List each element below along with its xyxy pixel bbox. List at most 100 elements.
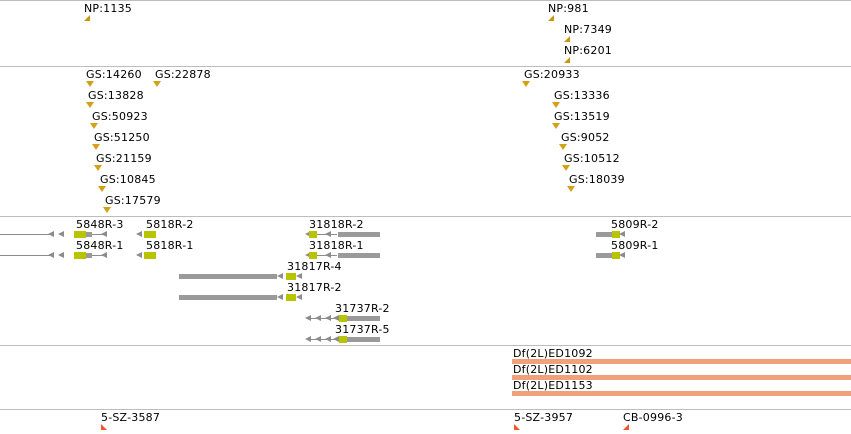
direction-arrow-icon [333,315,339,321]
insertion-marker[interactable] [514,424,520,430]
amplicon-exon[interactable] [339,336,347,343]
insertion-marker[interactable] [101,424,107,430]
deficiency-bar[interactable] [512,359,851,364]
deficiency-label[interactable]: Df(2L)ED1102 [513,363,593,376]
gene-exon[interactable] [179,295,277,300]
direction-arrow-icon [277,294,283,300]
amplicon-exon[interactable] [612,252,620,259]
gene-exon[interactable] [347,337,380,342]
insertion-label[interactable]: 5-SZ-3957 [514,411,574,424]
gs-label[interactable]: GS:9052 [561,131,610,144]
amplicon-exon[interactable] [286,294,296,301]
np-marker[interactable] [548,15,554,21]
direction-arrow-icon [305,336,311,342]
gs-marker[interactable] [567,186,575,192]
rnai-label[interactable]: 5809R-2 [611,218,659,231]
gs-label[interactable]: GS:14260 [86,68,142,81]
rnai-label[interactable]: 5809R-1 [611,239,659,252]
rnai-label[interactable]: 31817R-2 [287,281,342,294]
deficiency-bar[interactable] [512,391,851,396]
rnai-label[interactable]: 5818R-2 [146,218,194,231]
gene-exon[interactable] [338,232,380,237]
direction-arrow-icon [305,315,311,321]
gs-label[interactable]: GS:50923 [92,110,148,123]
rnai-label[interactable]: 31737R-2 [335,302,390,315]
gs-label[interactable]: GS:13828 [88,89,144,102]
direction-arrow-icon [325,252,331,258]
track-divider-3 [0,345,851,346]
direction-arrow-icon [58,231,64,237]
deficiency-label[interactable]: Df(2L)ED1153 [513,379,593,392]
direction-arrow-icon [305,231,311,237]
gene-exon[interactable] [596,232,612,237]
gs-marker[interactable] [153,81,161,87]
deficiency-label[interactable]: Df(2L)ED1092 [513,347,593,360]
np-label[interactable]: NP:981 [548,2,589,15]
amplicon-exon[interactable] [309,231,317,238]
np-marker[interactable] [564,36,570,42]
gs-marker[interactable] [86,102,94,108]
np-marker[interactable] [84,15,90,21]
gs-marker[interactable] [92,144,100,150]
direction-arrow-icon [136,231,142,237]
gs-label[interactable]: GS:17579 [105,194,161,207]
gs-marker[interactable] [552,123,560,129]
amplicon-exon[interactable] [144,252,156,259]
amplicon-exon[interactable] [144,231,156,238]
amplicon-exon[interactable] [339,315,347,322]
gs-marker[interactable] [522,81,530,87]
rnai-label[interactable]: 31818R-1 [309,239,364,252]
track-divider-2 [0,216,851,217]
rnai-label[interactable]: 31737R-5 [335,323,390,336]
gs-marker[interactable] [559,144,567,150]
deficiency-track: Df(2L)ED1092 Df(2L)ED1102 Df(2L)ED1153 [0,345,851,409]
np-label[interactable]: NP:6201 [564,44,612,57]
rnai-label[interactable]: 5848R-3 [76,218,124,231]
gene-intron-line [92,234,106,235]
gene-exon[interactable] [596,253,612,258]
direction-arrow-icon [58,252,64,258]
np-label[interactable]: NP:7349 [564,23,612,36]
gene-exon[interactable] [347,316,380,321]
insertion-label[interactable]: CB-0996-3 [623,411,683,424]
rnai-label[interactable]: 31818R-2 [309,218,364,231]
gs-label[interactable]: GS:21159 [96,152,152,165]
insertion-marker[interactable] [623,424,629,430]
amplicon-exon[interactable] [309,252,317,259]
gs-label[interactable]: GS:22878 [155,68,211,81]
gs-marker[interactable] [94,165,102,171]
insertion-label[interactable]: 5-SZ-3587 [101,411,161,424]
gene-exon[interactable] [86,232,92,237]
direction-arrow-icon [325,315,331,321]
rnai-label[interactable]: 31817R-4 [287,260,342,273]
deficiency-bar[interactable] [512,375,851,380]
amplicon-exon[interactable] [74,231,86,238]
gs-label[interactable]: GS:13519 [554,110,610,123]
gs-marker[interactable] [552,102,560,108]
direction-arrow-icon [101,231,107,237]
gs-marker[interactable] [98,186,106,192]
gs-label[interactable]: GS:10845 [100,173,156,186]
gene-intron-line [309,339,337,340]
rnai-label[interactable]: 5848R-1 [76,239,124,252]
gene-exon[interactable] [179,274,277,279]
amplicon-exon[interactable] [74,252,86,259]
gs-label[interactable]: GS:10512 [564,152,620,165]
gs-marker[interactable] [562,165,570,171]
gs-label[interactable]: GS:13336 [554,89,610,102]
gs-label[interactable]: GS:20933 [524,68,580,81]
gs-label[interactable]: GS:51250 [94,131,150,144]
gene-exon[interactable] [338,253,380,258]
gs-marker[interactable] [103,207,111,213]
direction-arrow-icon [619,231,625,237]
np-marker[interactable] [564,57,570,63]
gs-marker[interactable] [86,81,94,87]
gene-exon[interactable] [86,253,92,258]
rnai-label[interactable]: 5818R-1 [146,239,194,252]
np-label[interactable]: NP:1135 [84,2,132,15]
gs-label[interactable]: GS:18039 [569,173,625,186]
np-track: NP:1135 NP:981 NP:7349 NP:6201 [0,0,851,66]
gs-marker[interactable] [90,123,98,129]
amplicon-exon[interactable] [612,231,620,238]
amplicon-exon[interactable] [286,273,296,280]
